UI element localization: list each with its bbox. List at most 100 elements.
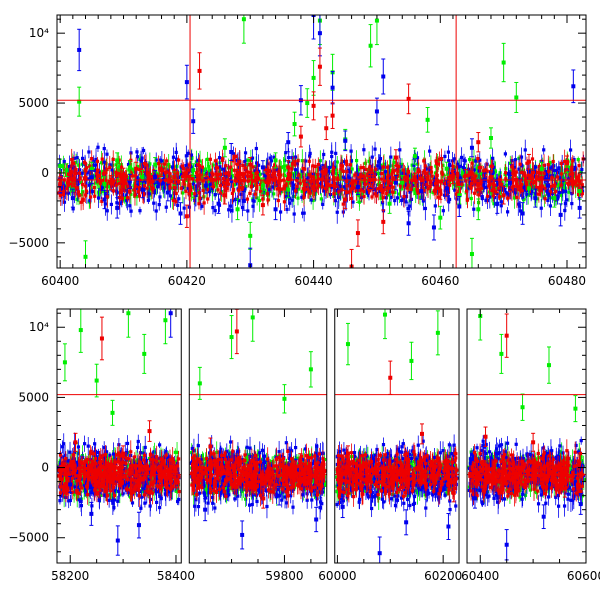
noise-point	[531, 177, 536, 189]
noise-point	[318, 160, 322, 176]
noise-point	[239, 176, 243, 185]
data-point	[374, 97, 379, 126]
noise-point	[133, 184, 137, 206]
noise-point	[233, 495, 237, 503]
noise-point	[80, 169, 84, 178]
noise-point	[337, 185, 341, 198]
noise-point	[557, 186, 562, 199]
noise-point	[311, 158, 315, 173]
noise-point	[290, 156, 295, 171]
noise-point	[189, 161, 193, 173]
data-point	[153, 170, 158, 185]
noise-point	[534, 170, 538, 187]
y-tick-label: −5000	[8, 236, 49, 250]
data-point	[83, 163, 88, 177]
data-point	[286, 181, 291, 199]
noise-point	[406, 167, 410, 177]
noise-point	[404, 191, 409, 202]
noise-point	[380, 175, 384, 183]
noise-point	[83, 435, 87, 452]
data-point	[222, 138, 227, 158]
noise-point	[498, 193, 502, 201]
noise-point	[92, 173, 96, 180]
data-point	[260, 177, 265, 194]
data-point	[273, 171, 278, 186]
noise-point	[560, 163, 564, 185]
data-point	[419, 182, 424, 200]
data-point	[533, 188, 538, 208]
noise-point	[180, 159, 184, 173]
noise-point	[88, 158, 92, 175]
data-point	[146, 171, 151, 186]
noise-point	[75, 193, 79, 205]
data-point	[381, 58, 386, 95]
data-point	[248, 221, 253, 250]
noise-point	[382, 182, 386, 198]
data-point	[444, 179, 449, 197]
noise-point	[171, 190, 176, 210]
noise-point	[263, 165, 267, 175]
noise-point	[112, 503, 116, 512]
noise-point	[179, 168, 183, 181]
noise-point	[326, 173, 330, 198]
noise-point	[105, 149, 109, 159]
noise-point	[506, 194, 510, 202]
noise-point	[350, 161, 354, 178]
noise-point	[441, 205, 445, 216]
noise-point	[264, 176, 268, 189]
noise-point	[216, 185, 220, 195]
noise-point	[96, 142, 100, 152]
noise-point	[480, 181, 484, 195]
noise-point	[221, 149, 225, 168]
noise-point	[460, 180, 464, 188]
noise-point	[182, 175, 186, 187]
noise-point	[493, 160, 497, 181]
data-point	[355, 219, 360, 247]
noise-point	[165, 157, 169, 165]
noise-point	[362, 172, 366, 181]
noise-point	[555, 171, 560, 183]
noise-point	[93, 189, 97, 203]
noise-point	[279, 165, 283, 185]
noise-point	[422, 180, 426, 201]
noise-point	[443, 150, 447, 163]
noise-point	[390, 178, 395, 196]
noise-point	[559, 178, 563, 192]
noise-point	[243, 147, 248, 159]
noise-point	[265, 494, 269, 519]
noise-point	[335, 200, 339, 224]
noise-point	[228, 159, 233, 175]
noise-point	[265, 157, 269, 180]
noise-point	[341, 165, 345, 178]
noise-point	[371, 166, 375, 180]
noise-point	[320, 166, 324, 178]
noise-point	[422, 157, 426, 165]
noise-point	[322, 149, 326, 160]
data-point	[286, 132, 291, 153]
noise-point	[190, 174, 194, 182]
noise-point	[343, 158, 347, 166]
noise-point	[530, 147, 535, 170]
noise-point	[347, 182, 352, 202]
noise-point	[129, 204, 133, 218]
noise-point	[243, 169, 247, 179]
noise-point	[193, 184, 197, 204]
noise-point	[342, 178, 346, 195]
data-point	[159, 163, 164, 177]
noise-point	[350, 179, 355, 189]
noise-point	[250, 149, 255, 168]
data-point	[216, 193, 221, 214]
noise-point	[349, 144, 353, 159]
noise-point	[460, 147, 464, 168]
noise-point	[97, 162, 102, 181]
noise-point	[105, 186, 109, 208]
noise-point	[421, 191, 425, 211]
noise-point	[100, 196, 104, 206]
noise-point	[183, 169, 188, 181]
data-point	[406, 210, 411, 236]
noise-point	[332, 185, 336, 203]
noise-point	[341, 193, 345, 215]
noise-point	[294, 182, 298, 199]
noise-point	[241, 167, 245, 186]
data-point	[393, 149, 398, 166]
